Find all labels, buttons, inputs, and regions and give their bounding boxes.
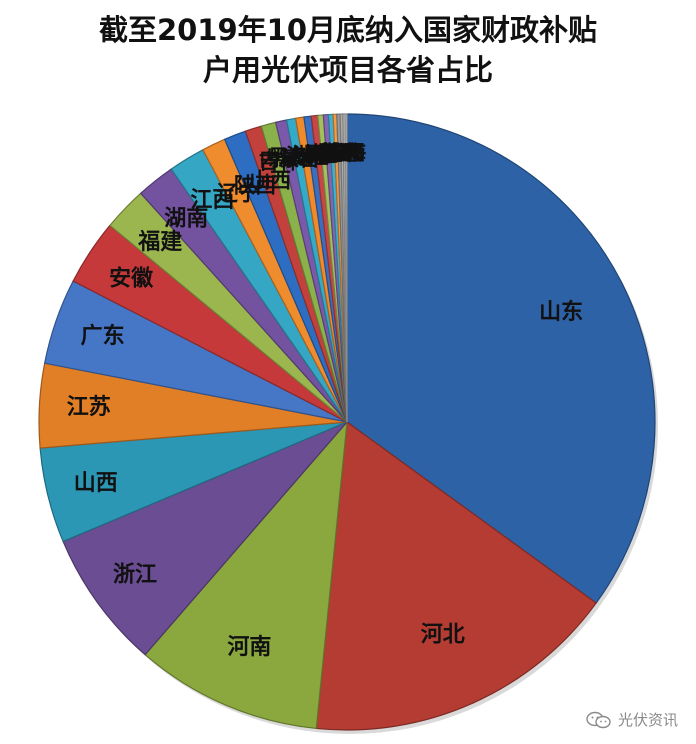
pie-label-11: 辽宁 xyxy=(217,181,259,205)
pie-label-13: 山西 xyxy=(249,168,291,192)
pie-label-25: 重庆 xyxy=(322,141,362,165)
chart-title-line-1: 截至2019年10月底纳入国家财政补贴 xyxy=(98,13,598,47)
pie-label-23: 宁夏 xyxy=(317,141,358,165)
chart-title: 截至2019年10月底纳入国家财政补贴 户用光伏项目各省占比 xyxy=(0,10,696,90)
pie-slice-0 xyxy=(346,113,656,604)
pie-slice-1 xyxy=(315,420,597,731)
pie-label-19: 上海 xyxy=(299,142,339,166)
pie-slice-27 xyxy=(344,113,348,423)
pie-label-17: 海南 xyxy=(286,144,326,168)
chart-title-line-2: 户用光伏项目各省占比 xyxy=(202,53,493,87)
pie-label-6: 广东 xyxy=(81,323,125,349)
pie-label-27: 青海 xyxy=(326,141,366,165)
watermark-text: 光伏资讯 xyxy=(617,711,678,729)
pie-label-24: 甘肃 xyxy=(320,141,360,165)
pie-label-22: 广西 xyxy=(313,141,353,165)
pie-labels: 山东河北河南浙江山西江苏广东安徽福建湖南江西辽宁陕西山西吉林内蒙古黑龙江海南湖北… xyxy=(67,141,583,661)
pie-label-3: 浙江 xyxy=(113,563,157,588)
pie-label-12: 陕西 xyxy=(234,174,276,198)
pie-slice-2 xyxy=(144,420,348,730)
pie-label-9: 湖南 xyxy=(164,206,208,231)
pie-label-26: 新疆 xyxy=(324,141,364,165)
pie-label-15: 内蒙古 xyxy=(260,147,320,171)
pie-label-14: 吉林 xyxy=(259,149,299,173)
pie-label-2: 河南 xyxy=(227,635,271,660)
pie-slice-3 xyxy=(62,421,348,656)
wechat-icon xyxy=(586,711,612,729)
pie-label-21: 北京 xyxy=(309,141,349,165)
pie-slices xyxy=(38,113,656,731)
pie-label-1: 河北 xyxy=(421,623,465,648)
pie-label-18: 湖北 xyxy=(293,143,333,167)
pie-label-7: 安徽 xyxy=(109,265,154,291)
pie-label-16: 黑龙江 xyxy=(268,145,328,169)
pie-label-4: 山西 xyxy=(74,471,118,496)
pie-label-10: 江西 xyxy=(190,188,234,213)
watermark: 光伏资讯 xyxy=(586,709,678,730)
pie-label-0: 山东 xyxy=(539,299,583,325)
pie-label-5: 江苏 xyxy=(67,394,111,420)
pie-label-8: 福建 xyxy=(137,230,182,255)
pie-label-20: 天津 xyxy=(304,142,344,166)
